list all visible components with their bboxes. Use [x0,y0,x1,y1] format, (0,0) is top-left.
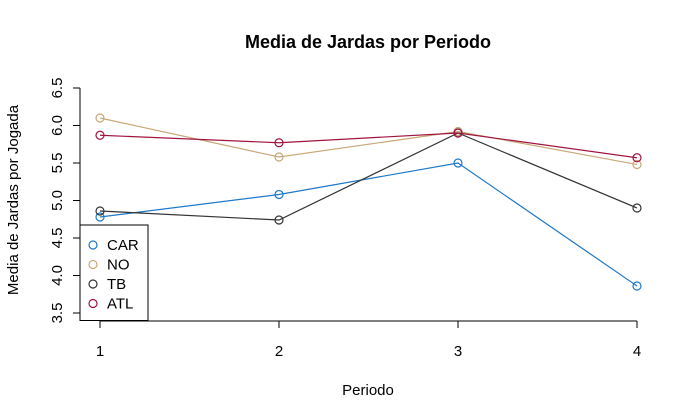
y-tick-label: 5.5 [49,153,66,174]
x-tick-label: 3 [454,343,462,360]
data-point-tb [95,206,105,216]
data-point-no [95,113,105,123]
legend-marker-tb [88,279,98,289]
y-tick-label: 3.5 [49,303,66,324]
data-point-atl [632,153,642,163]
legend: CAR NO TB ATL [79,224,149,321]
legend-marker-no [88,259,98,270]
data-point-tb [632,203,642,213]
x-tick-label: 1 [96,343,104,360]
series-line-atl [99,132,638,159]
data-point-car [95,212,105,222]
y-tick-label: 6.0 [49,115,66,136]
legend-label-car: CAR [107,237,139,254]
y-tick-label: 4.0 [49,265,66,286]
data-point-atl [95,130,105,140]
legend-marker-atl [88,298,98,309]
legend-marker-car [88,240,98,250]
y-tick-label: 4.5 [49,228,66,249]
data-point-no [632,159,642,170]
legend-label-atl: ATL [107,296,133,313]
series-line-car [99,162,638,287]
y-axis-label: Media de Jardas por Jogada [5,104,22,295]
series-line-no [99,117,638,166]
y-tick-label: 5.0 [49,190,66,211]
axes: 1 2 3 4 3.5 4.0 4.5 5.0 5.5 6.0 6.5 [49,78,641,360]
chart-title: Media de Jardas por Periodo [245,32,491,52]
y-tick-label: 6.5 [49,78,66,99]
x-tick-label: 2 [275,343,283,360]
data-point-atl [274,138,284,148]
data-point-car [632,281,642,291]
x-axis-label: Periodo [342,382,394,399]
legend-label-no: NO [107,257,130,274]
series-layer [95,113,642,291]
data-point-car [274,189,284,200]
x-tick-label: 4 [633,343,641,360]
data-point-tb [274,215,284,225]
series-line-tb [99,132,638,221]
data-point-atl [453,128,463,138]
legend-label-tb: TB [107,276,126,293]
data-point-car [453,158,463,168]
data-point-no [274,152,284,162]
